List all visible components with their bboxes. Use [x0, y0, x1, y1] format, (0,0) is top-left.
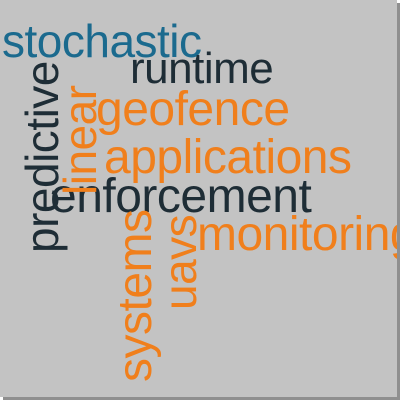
- word-linear: linear: [54, 85, 106, 195]
- shadow-right: [397, 3, 400, 400]
- word-geofence: geofence: [96, 83, 290, 136]
- word-uavs: uavs: [154, 214, 206, 310]
- shadow-bottom: [3, 397, 400, 400]
- word-runtime: runtime: [130, 44, 274, 93]
- word-applications: applications: [104, 131, 352, 184]
- word-enforcement: enforcement: [50, 170, 312, 223]
- word-monitoring: monitoring: [197, 208, 397, 261]
- word-stochastic: stochastic: [2, 15, 202, 67]
- word-systems: systems: [109, 209, 162, 382]
